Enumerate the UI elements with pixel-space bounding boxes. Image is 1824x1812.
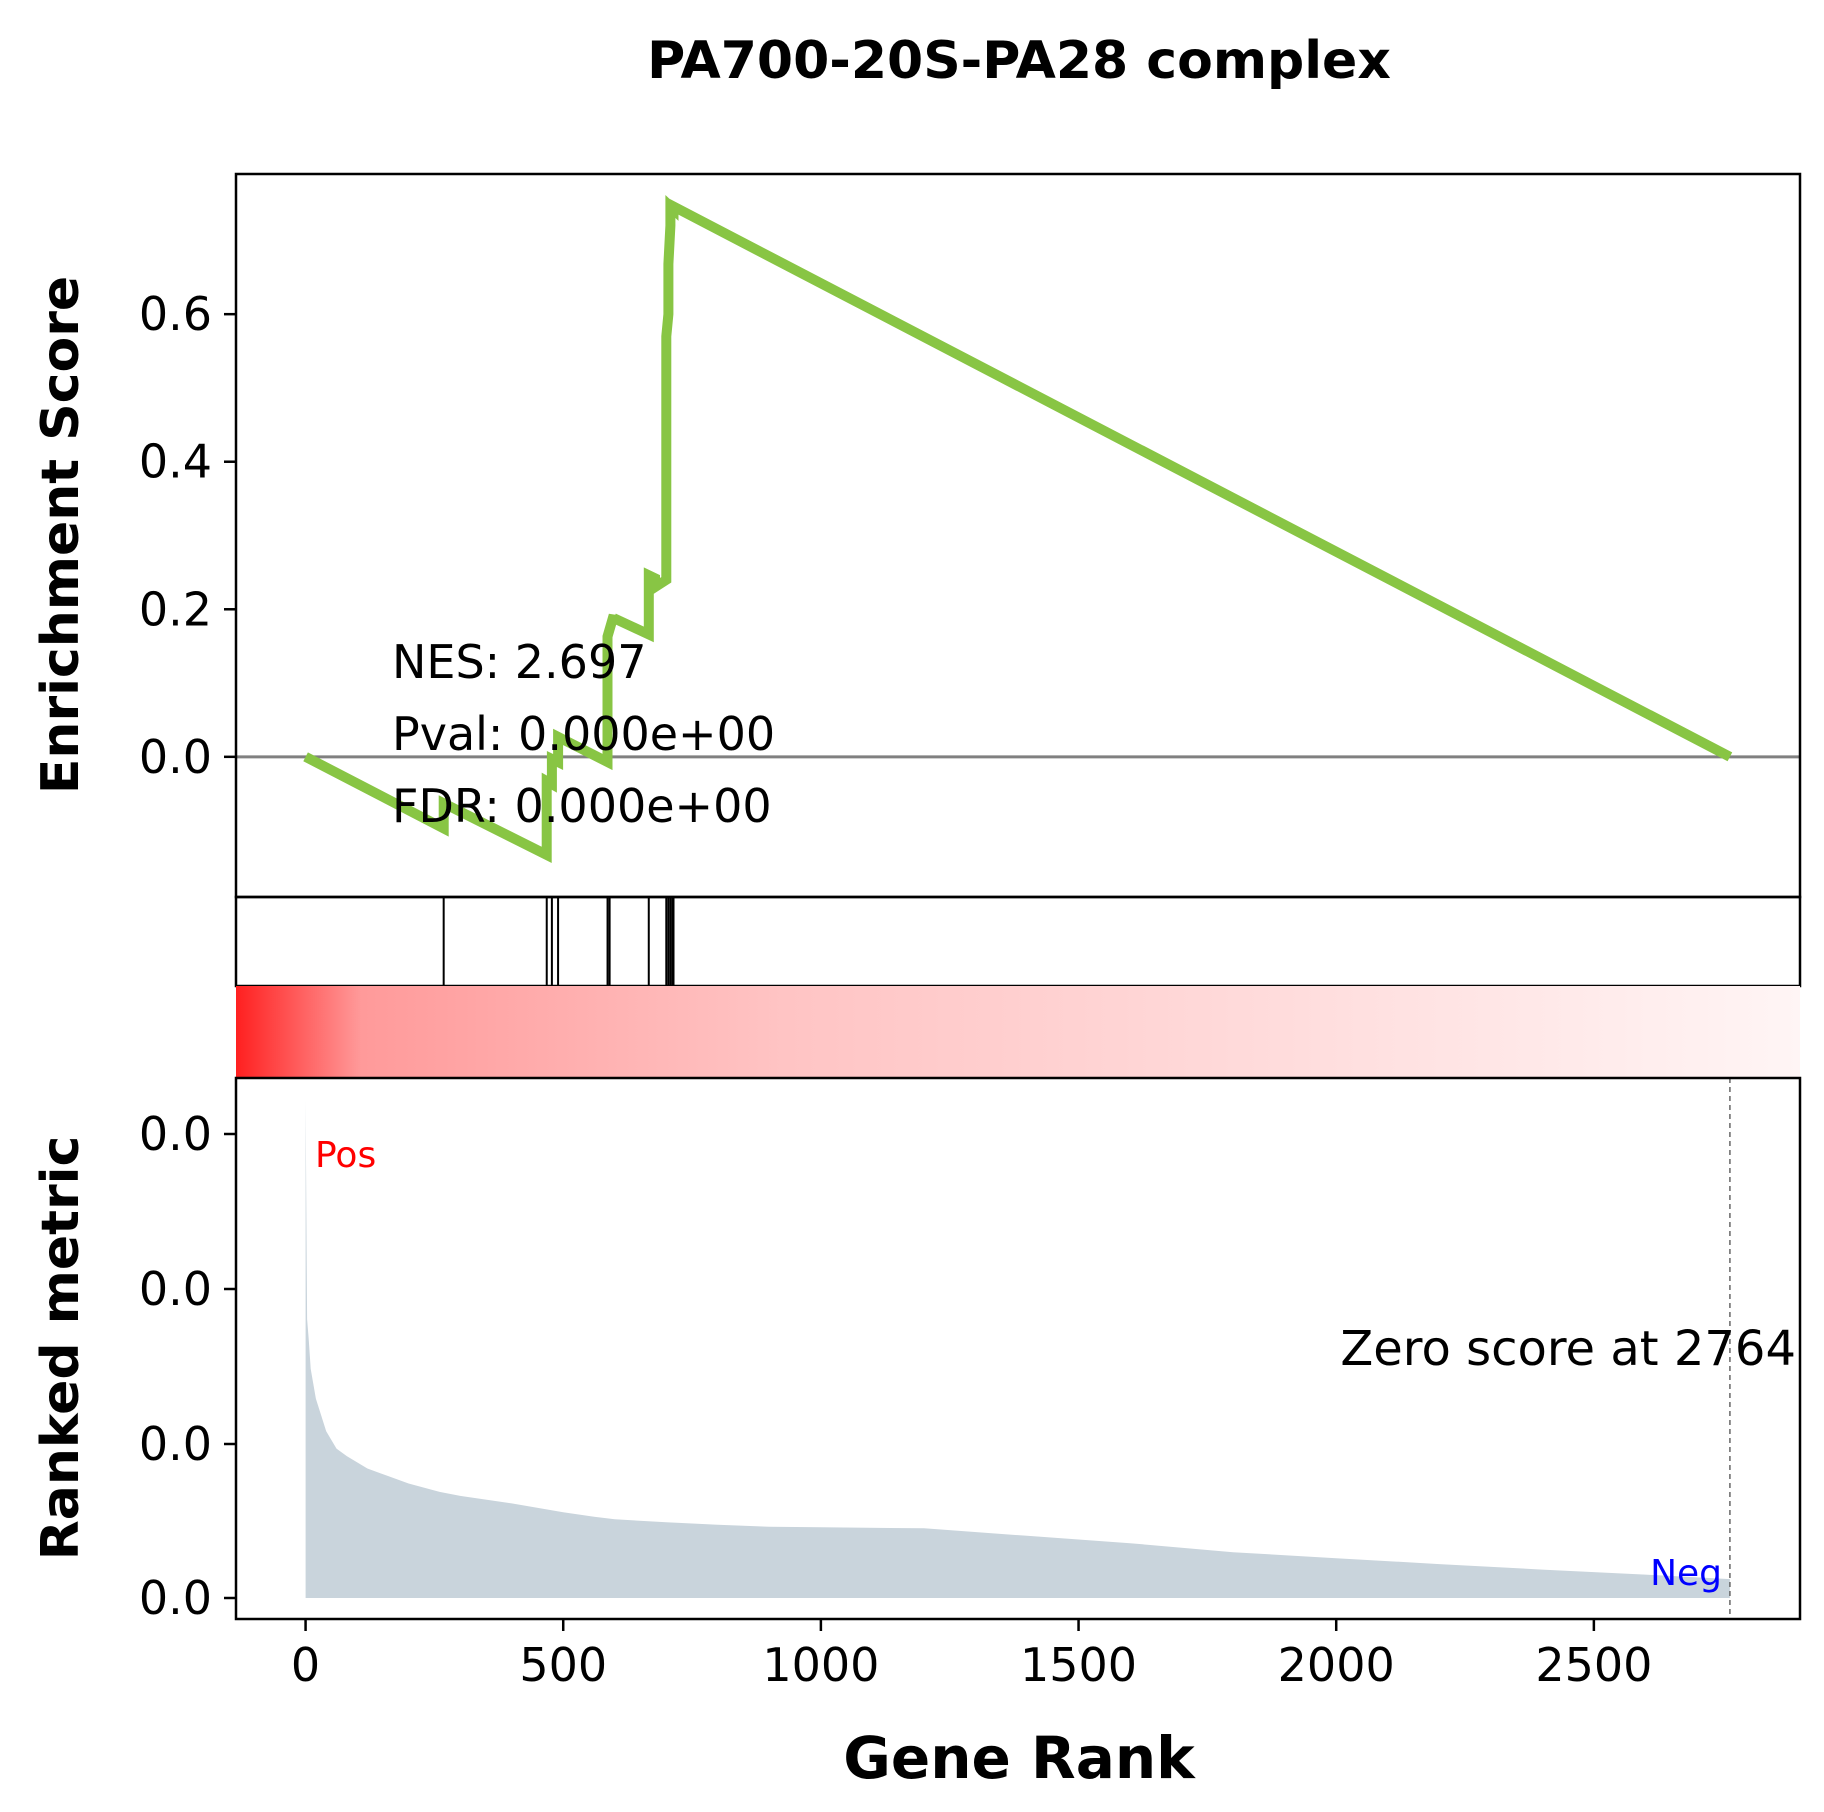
x-tick-label: 500 (519, 1638, 607, 1692)
enrichment-score-line (303, 194, 1733, 863)
x-tick-label: 1000 (762, 1638, 879, 1692)
x-axis-label: Gene Rank (843, 1724, 1196, 1792)
pval-annotation: Pval: 0.000e+00 (392, 707, 775, 761)
neg-label: Neg (1650, 1553, 1722, 1594)
rm-y-tick-label: 0.0 (139, 1107, 212, 1161)
chart-title: PA700-20S-PA28 complex (647, 31, 1391, 91)
hits-panel (234, 895, 1802, 988)
ranked-metric-y-axis-label: Ranked metric (31, 1136, 91, 1561)
pos-label: Pos (315, 1135, 376, 1176)
ranked-metric-panel: Pos Neg Zero score at 2764 0.00.00.00.0 … (31, 1076, 1802, 1625)
x-tick-label: 2500 (1535, 1638, 1652, 1692)
ranked-metric-panel-frame (234, 1076, 1802, 1621)
x-tick-label: 1500 (1020, 1638, 1137, 1692)
rm-y-tick-label: 0.0 (139, 1571, 212, 1625)
es-y-tick-label: 0.0 (139, 730, 212, 784)
x-tick-label: 0 (291, 1638, 320, 1692)
nes-annotation: NES: 2.697 (392, 635, 646, 689)
rm-y-tick-label: 0.0 (139, 1262, 212, 1316)
rank-heatmap-strip (236, 986, 1800, 1078)
x-tick-label: 2000 (1278, 1638, 1395, 1692)
enrichment-y-axis-label: Enrichment Score (31, 276, 91, 794)
es-y-tick-label: 0.6 (139, 287, 212, 341)
es-y-tick-label: 0.2 (139, 582, 212, 636)
enrichment-panel: 0.00.20.40.6 NES: 2.697 Pval: 0.000e+00 … (31, 172, 1802, 899)
ranked-metric-area (305, 1100, 1730, 1598)
es-y-tick-label: 0.4 (139, 435, 212, 489)
zero-score-annotation: Zero score at 2764 (1340, 1321, 1796, 1377)
fdr-annotation: FDR: 0.000e+00 (392, 779, 772, 833)
hits-panel-frame (234, 895, 1802, 988)
rm-y-tick-label: 0.0 (139, 1417, 212, 1471)
